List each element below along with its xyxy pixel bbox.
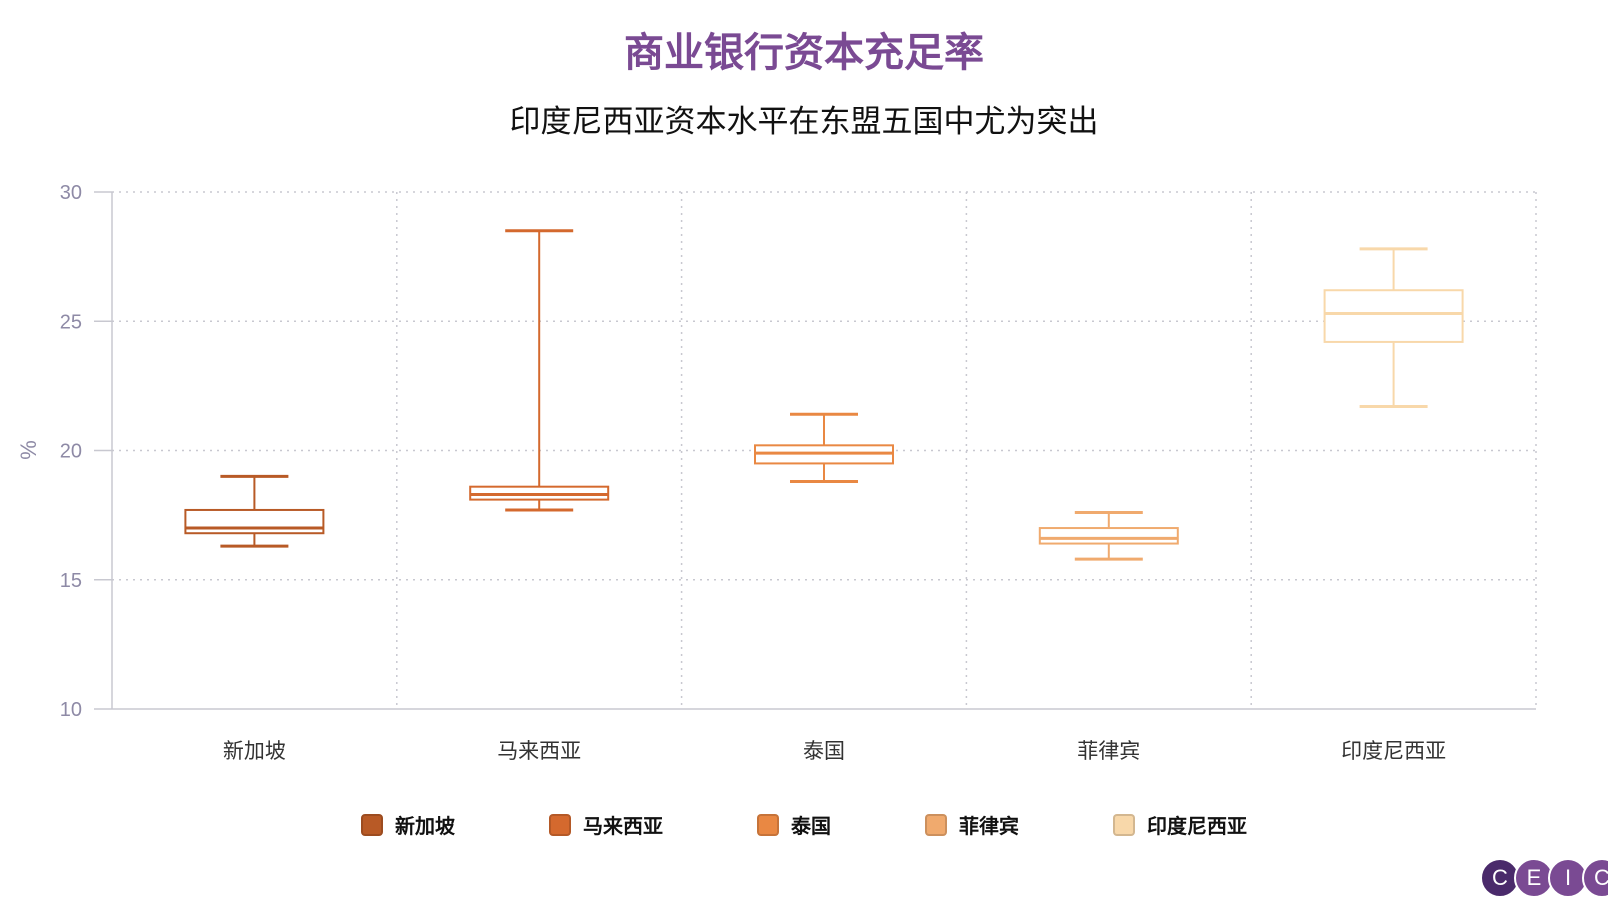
- legend-swatch: [925, 813, 947, 836]
- legend-item[interactable]: 马来西亚: [549, 810, 663, 839]
- chart-title: 商业银行资本充足率: [624, 30, 984, 76]
- legend-item[interactable]: 泰国: [757, 810, 831, 839]
- legend-label: 马来西亚: [583, 814, 663, 838]
- chart-subtitle: 印度尼西亚资本水平在东盟五国中尤为突出: [509, 104, 1099, 140]
- box-iqr: [1323, 289, 1464, 343]
- legend-swatch: [549, 813, 571, 836]
- legend-item[interactable]: 新加坡: [361, 810, 455, 839]
- legend-swatch: [757, 813, 779, 836]
- x-tick-label: 马来西亚: [497, 739, 581, 763]
- legend-swatch: [1113, 813, 1135, 836]
- y-axis-label: %: [16, 440, 41, 460]
- box-iqr: [1038, 527, 1179, 545]
- logo-letter: C: [1582, 858, 1608, 898]
- x-tick-label: 泰国: [803, 739, 845, 763]
- x-tick-label: 印度尼西亚: [1341, 739, 1446, 763]
- legend-label: 新加坡: [395, 814, 455, 838]
- x-tick-label: 新加坡: [223, 739, 286, 763]
- y-tick-label: 20: [60, 441, 82, 463]
- legend-label: 菲律宾: [959, 814, 1019, 838]
- legend: 新加坡 马来西亚 泰国 菲律宾 印度尼西亚: [0, 810, 1608, 839]
- box-iqr: [184, 508, 325, 535]
- y-tick-label: 15: [60, 570, 82, 592]
- x-tick-label: 菲律宾: [1077, 739, 1140, 763]
- legend-label: 泰国: [791, 814, 831, 838]
- legend-item[interactable]: 印度尼西亚: [1113, 810, 1247, 839]
- legend-swatch: [361, 813, 383, 836]
- legend-item[interactable]: 菲律宾: [925, 810, 1019, 839]
- legend-label: 印度尼西亚: [1147, 814, 1247, 838]
- y-tick-label: 10: [60, 699, 82, 721]
- y-tick-label: 25: [60, 311, 82, 333]
- y-tick-label: 30: [60, 182, 82, 204]
